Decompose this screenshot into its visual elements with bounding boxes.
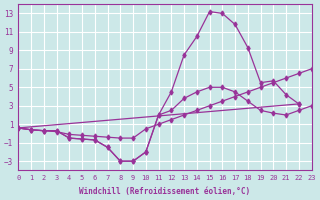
X-axis label: Windchill (Refroidissement éolien,°C): Windchill (Refroidissement éolien,°C) <box>79 187 251 196</box>
